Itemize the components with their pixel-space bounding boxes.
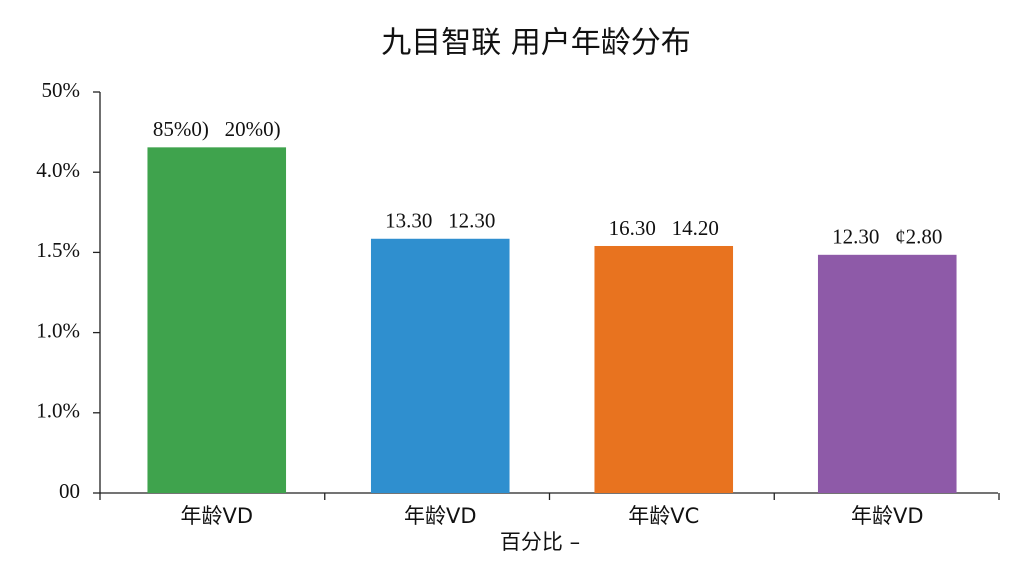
- x-axis-label: 百分比 –: [500, 530, 580, 554]
- bar: [370, 238, 510, 493]
- data-label: 16.30 14.20: [609, 216, 719, 240]
- x-tick-label: 年龄VD: [180, 504, 253, 528]
- chart-title: 九目智联 用户年龄分布: [381, 26, 691, 61]
- y-tick-label: 1.0%: [36, 399, 80, 423]
- y-tick-label: 1.0%: [36, 318, 80, 342]
- y-tick-label: 1.5%: [36, 238, 80, 262]
- bar: [147, 147, 287, 493]
- x-tick-label: 年龄VD: [851, 504, 924, 528]
- data-label: 12.30 ¢2.80: [832, 225, 942, 249]
- y-tick-label: 00: [59, 479, 80, 503]
- y-tick-label: 50%: [42, 78, 81, 102]
- data-label: 85%0) 20%0): [153, 117, 281, 141]
- bar: [817, 254, 957, 493]
- bar: [594, 245, 734, 493]
- y-tick-label: 4.0%: [36, 158, 80, 182]
- x-tick-label: 年龄VD: [404, 504, 477, 528]
- data-label: 13.30 12.30: [385, 209, 495, 233]
- x-tick-label: 年龄VC: [628, 504, 699, 528]
